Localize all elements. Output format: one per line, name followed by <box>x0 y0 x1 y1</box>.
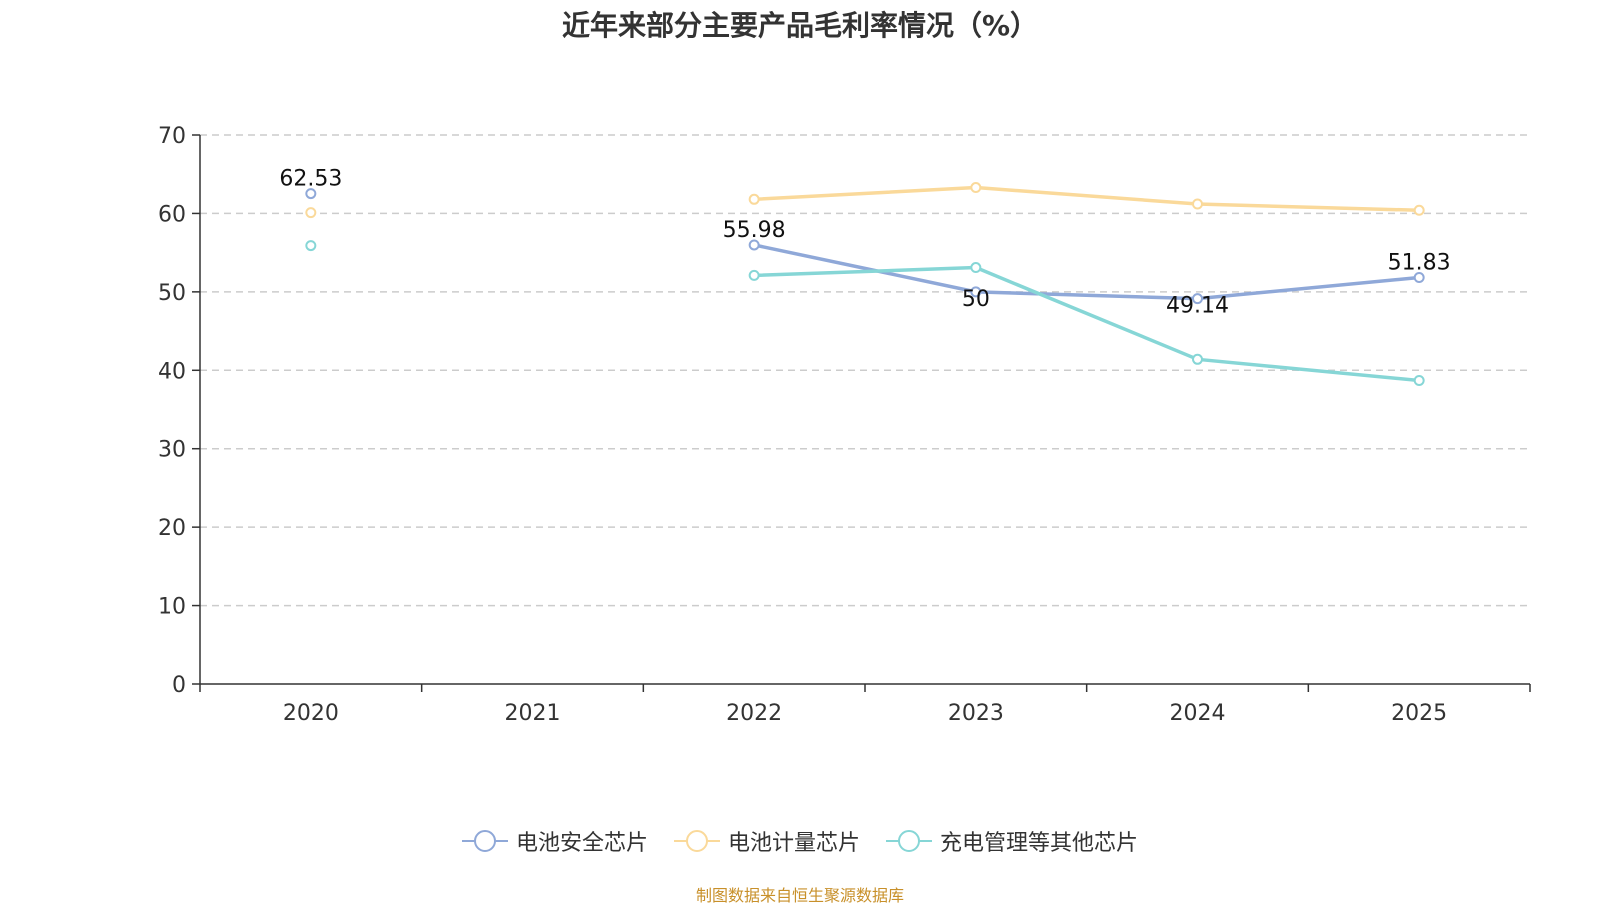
x-tick-label: 2024 <box>1170 701 1226 726</box>
legend-item-charging-other[interactable]: 充电管理等其他芯片 <box>886 825 1138 857</box>
legend-marker <box>685 830 708 852</box>
legend-label: 电池计量芯片 <box>727 831 860 856</box>
x-tick-label: 2021 <box>505 701 561 726</box>
series-line-0 <box>752 243 1421 301</box>
y-tick-label: 10 <box>158 595 186 620</box>
data-source-note: 制图数据来自恒生聚源数据库 <box>695 886 904 905</box>
legend-item-battery-safety[interactable]: 电池安全芯片 <box>461 825 648 857</box>
legend: 电池安全芯片 电池计量芯片 充电管理等其他芯片 <box>0 825 1600 857</box>
legend-swatch <box>461 830 508 852</box>
legend-label: 充电管理等其他芯片 <box>940 831 1139 856</box>
legend-swatch <box>886 830 932 852</box>
y-tick-label: 30 <box>158 438 186 463</box>
legend-marker <box>898 830 920 852</box>
x-tick-label: 2022 <box>726 701 782 726</box>
y-tick-label: 50 <box>158 281 186 306</box>
data-point-2 <box>748 269 760 281</box>
legend-item-battery-metering[interactable]: 电池计量芯片 <box>673 825 860 857</box>
data-point-1 <box>1413 204 1425 216</box>
data-point-0 <box>748 239 760 251</box>
x-tick-label: 2025 <box>1391 701 1447 726</box>
data-label: 50 <box>962 287 990 312</box>
data-point-0 <box>1413 272 1425 284</box>
y-tick-label: 0 <box>172 673 186 698</box>
legend-label: 电池安全芯片 <box>515 831 648 856</box>
chart-title: 近年来部分主要产品毛利率情况（%） <box>561 9 1039 42</box>
legend-marker <box>473 830 496 852</box>
grid-layer <box>200 134 1530 607</box>
series-line-1 <box>752 185 1421 213</box>
label-layer: 62.53 55.98 50 49.14 51.83 <box>279 167 1450 319</box>
legend-swatch <box>673 830 720 852</box>
data-point-2 <box>1192 353 1203 365</box>
series-layer <box>305 182 1425 386</box>
data-point-0 <box>970 286 982 298</box>
data-label: 62.53 <box>279 167 342 192</box>
x-tick-label: 2023 <box>948 701 1004 726</box>
y-tick-label: 60 <box>158 202 186 227</box>
data-label: 49.14 <box>1166 294 1229 319</box>
data-point-1 <box>305 207 317 219</box>
y-tick-label: 20 <box>158 516 186 541</box>
y-tick-label: 70 <box>158 124 186 149</box>
data-point-0 <box>1192 293 1203 305</box>
data-label: 55.98 <box>723 218 786 243</box>
data-point-1 <box>748 193 760 205</box>
data-point-2 <box>305 240 317 252</box>
y-tick-label: 40 <box>158 359 186 384</box>
data-point-0 <box>305 188 317 200</box>
series-line-2 <box>752 265 1421 383</box>
data-point-2 <box>970 262 982 274</box>
data-label: 51.83 <box>1388 251 1451 276</box>
data-point-1 <box>970 182 982 194</box>
x-tick-label: 2020 <box>283 701 339 726</box>
data-point-2 <box>1413 374 1425 386</box>
axis-layer: 0 10 20 30 40 50 60 70 2020 2021 2022 2023 2024 2025 <box>158 124 1531 726</box>
data-point-1 <box>1192 198 1203 210</box>
